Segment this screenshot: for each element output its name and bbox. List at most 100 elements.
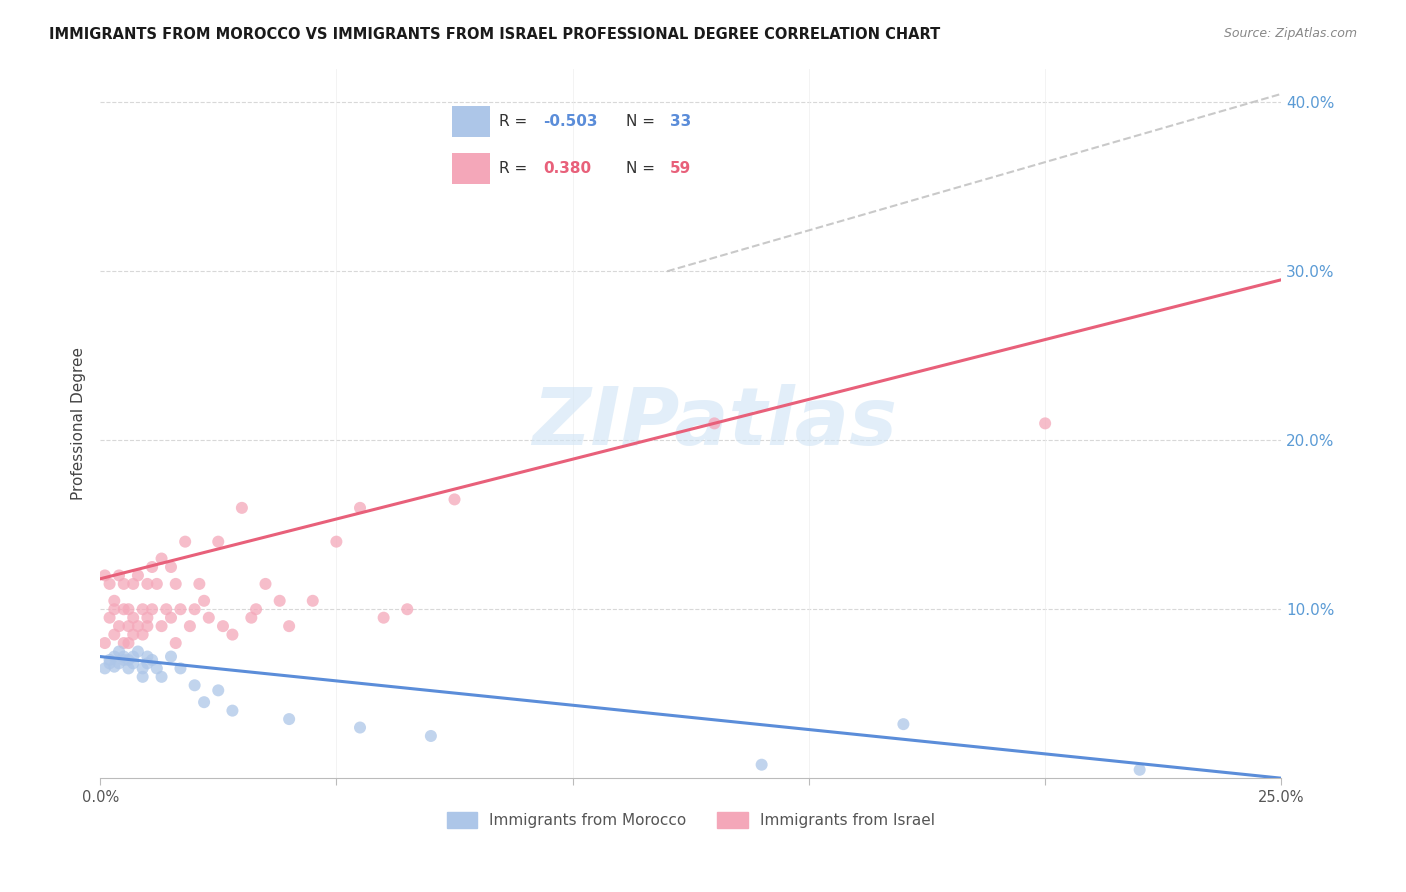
Point — [122, 649, 145, 664]
Text: IMMIGRANTS FROM MOROCCO VS IMMIGRANTS FROM ISRAEL PROFESSIONAL DEGREE CORRELATIO: IMMIGRANTS FROM MOROCCO VS IMMIGRANTS FR… — [49, 27, 941, 42]
Point — [188, 577, 211, 591]
Point — [278, 712, 301, 726]
Point — [103, 649, 125, 664]
Point — [150, 670, 173, 684]
Point — [212, 619, 235, 633]
Point — [131, 670, 153, 684]
Point — [103, 602, 125, 616]
Point — [165, 636, 187, 650]
Point — [122, 627, 145, 641]
Point — [94, 636, 117, 650]
Point — [703, 417, 725, 431]
Point — [136, 610, 159, 624]
Legend: Immigrants from Morocco, Immigrants from Israel: Immigrants from Morocco, Immigrants from… — [440, 806, 941, 834]
Text: ZIPatlas: ZIPatlas — [531, 384, 897, 462]
Point — [231, 500, 253, 515]
Point — [240, 610, 263, 624]
Point — [155, 602, 177, 616]
Point — [373, 610, 395, 624]
Point — [108, 619, 131, 633]
Point — [136, 619, 159, 633]
Point — [419, 729, 441, 743]
Point — [169, 661, 191, 675]
Point — [98, 610, 121, 624]
Point — [112, 602, 135, 616]
Point — [160, 560, 183, 574]
Point — [278, 619, 301, 633]
Point — [221, 627, 243, 641]
Point — [127, 644, 149, 658]
Point — [893, 717, 915, 731]
Point — [117, 661, 139, 675]
Point — [112, 577, 135, 591]
Point — [150, 551, 173, 566]
Point — [112, 636, 135, 650]
Point — [136, 657, 159, 671]
Point — [160, 610, 183, 624]
Point — [103, 594, 125, 608]
Text: 0.380: 0.380 — [543, 161, 592, 176]
Point — [122, 657, 145, 671]
Point — [325, 534, 347, 549]
Point — [127, 568, 149, 582]
Point — [103, 627, 125, 641]
Text: R =: R = — [499, 114, 531, 128]
Point — [193, 695, 215, 709]
Point — [103, 659, 125, 673]
Point — [136, 649, 159, 664]
Point — [443, 492, 465, 507]
Point — [1033, 417, 1056, 431]
Point — [193, 594, 215, 608]
Y-axis label: Professional Degree: Professional Degree — [72, 347, 86, 500]
Point — [122, 577, 145, 591]
Bar — [451, 106, 491, 136]
Point — [122, 610, 145, 624]
Point — [136, 577, 159, 591]
Point — [169, 602, 191, 616]
Point — [131, 627, 153, 641]
Point — [207, 683, 229, 698]
Point — [349, 721, 371, 735]
Point — [94, 568, 117, 582]
Point — [146, 577, 169, 591]
Point — [150, 619, 173, 633]
Bar — [451, 153, 491, 184]
Point — [131, 661, 153, 675]
Point — [301, 594, 323, 608]
Point — [94, 661, 117, 675]
Point — [117, 619, 139, 633]
Point — [141, 602, 163, 616]
Point — [221, 704, 243, 718]
Text: Source: ZipAtlas.com: Source: ZipAtlas.com — [1223, 27, 1357, 40]
Point — [160, 649, 183, 664]
Point — [207, 534, 229, 549]
Text: 59: 59 — [671, 161, 692, 176]
Point — [117, 653, 139, 667]
Point — [269, 594, 291, 608]
Point — [112, 653, 135, 667]
Point — [98, 653, 121, 667]
Point — [141, 653, 163, 667]
Point — [108, 568, 131, 582]
Text: 33: 33 — [671, 114, 692, 128]
Point — [396, 602, 419, 616]
Point — [141, 560, 163, 574]
Point — [98, 657, 121, 671]
Point — [112, 649, 135, 664]
Point — [349, 500, 371, 515]
Point — [131, 602, 153, 616]
Point — [117, 636, 139, 650]
Point — [108, 644, 131, 658]
Text: -0.503: -0.503 — [543, 114, 598, 128]
Point — [117, 602, 139, 616]
Point — [179, 619, 201, 633]
Point — [146, 661, 169, 675]
Point — [198, 610, 221, 624]
Point — [183, 602, 205, 616]
Text: R =: R = — [499, 161, 537, 176]
Point — [751, 757, 773, 772]
Text: N =: N = — [626, 114, 659, 128]
Point — [108, 657, 131, 671]
Text: N =: N = — [626, 161, 659, 176]
Point — [174, 534, 197, 549]
